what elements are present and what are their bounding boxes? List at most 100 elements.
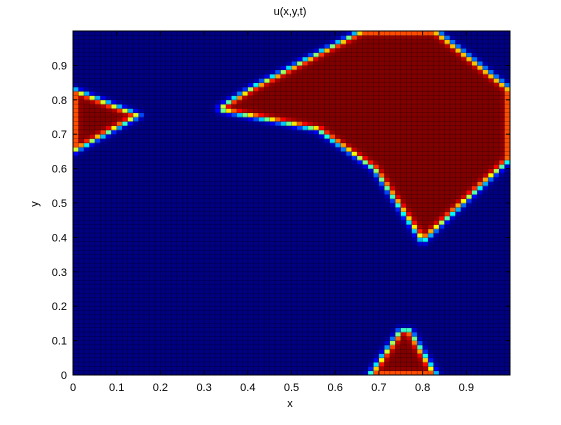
heatmap-cell <box>100 56 107 62</box>
heatmap-cell <box>198 228 205 234</box>
heatmap-cell <box>187 284 194 290</box>
heatmap-cell <box>105 82 112 88</box>
heatmap-cell <box>236 207 243 212</box>
heatmap-cell <box>144 215 150 221</box>
heatmap-cell <box>193 142 199 148</box>
heatmap-cell <box>176 134 183 139</box>
heatmap-cell <box>264 78 270 83</box>
heatmap-cell <box>318 340 325 346</box>
heatmap-cell <box>73 276 79 281</box>
heatmap-cell <box>406 258 413 264</box>
heatmap-cell <box>204 112 210 118</box>
heatmap-cell <box>307 280 314 286</box>
heatmap-cell <box>318 160 325 165</box>
heatmap-cell <box>182 194 189 200</box>
heatmap-cell <box>127 78 134 83</box>
heatmap-cell <box>133 142 139 148</box>
heatmap-cell <box>247 340 254 346</box>
heatmap-cell <box>280 181 287 187</box>
heatmap-cell <box>264 185 270 191</box>
heatmap-cell <box>242 91 249 96</box>
heatmap-cell <box>264 151 270 157</box>
heatmap-cell <box>204 108 210 114</box>
heatmap-cell <box>406 319 413 324</box>
heatmap-cell <box>231 65 238 71</box>
heatmap-cell <box>324 82 331 88</box>
heatmap-cell <box>176 56 183 62</box>
heatmap-cell <box>340 117 347 122</box>
heatmap-cell <box>171 271 178 277</box>
heatmap-cell <box>111 293 118 298</box>
heatmap-cell <box>296 246 303 251</box>
heatmap-cell <box>280 228 287 234</box>
heatmap-cell <box>351 366 358 372</box>
heatmap-cell <box>253 314 260 320</box>
heatmap-cell <box>400 108 407 114</box>
heatmap-cell <box>176 267 183 273</box>
heatmap-cell <box>242 254 249 260</box>
heatmap-cell <box>138 181 145 187</box>
heatmap-cell <box>329 78 336 83</box>
heatmap-cell <box>111 224 118 230</box>
heatmap-cell <box>78 129 85 135</box>
heatmap-cell <box>373 220 380 225</box>
heatmap-cell <box>133 241 139 247</box>
heatmap-cell <box>411 349 418 354</box>
heatmap-cell <box>373 82 380 88</box>
heatmap-cell <box>378 203 385 208</box>
heatmap-cell <box>411 228 418 234</box>
heatmap-cell <box>83 254 90 260</box>
heatmap-cell <box>165 74 172 79</box>
heatmap-cell <box>269 194 276 200</box>
heatmap-cell <box>83 65 90 71</box>
heatmap-cell <box>275 104 281 109</box>
heatmap-cell <box>389 155 396 161</box>
heatmap-cell <box>253 160 260 165</box>
heatmap-cell <box>220 263 227 268</box>
heatmap-cell <box>307 297 314 303</box>
heatmap-cell <box>89 65 96 71</box>
heatmap-cell <box>269 181 276 187</box>
heatmap-cell <box>198 155 205 161</box>
heatmap-cell <box>373 297 380 303</box>
heatmap-cell <box>324 306 331 311</box>
heatmap-cell <box>193 241 199 247</box>
heatmap-cell <box>286 177 292 182</box>
heatmap-cell <box>105 168 112 174</box>
heatmap-cell <box>362 293 369 298</box>
heatmap-cell <box>94 190 101 195</box>
heatmap-cell <box>144 56 150 62</box>
heatmap-cell <box>351 314 358 320</box>
heatmap-cell <box>324 52 331 58</box>
heatmap-cell <box>357 353 363 359</box>
heatmap-cell <box>280 276 287 281</box>
heatmap-cell <box>236 336 243 341</box>
heatmap-cell <box>253 43 260 49</box>
heatmap-cell <box>187 228 194 234</box>
heatmap-cell <box>83 267 90 273</box>
heatmap-cell <box>105 301 112 307</box>
heatmap-cell <box>362 95 369 101</box>
heatmap-cell <box>193 327 199 333</box>
heatmap-cell <box>225 289 232 294</box>
heatmap-cell <box>307 138 314 144</box>
heatmap-cell <box>138 177 145 182</box>
heatmap-cell <box>83 344 90 350</box>
heatmap-cell <box>236 250 243 255</box>
heatmap-cell <box>351 43 358 49</box>
heatmap-cell <box>73 74 79 79</box>
heatmap-cell <box>220 151 227 157</box>
heatmap-cell <box>296 310 303 316</box>
heatmap-cell <box>73 254 79 260</box>
heatmap-cell <box>264 301 270 307</box>
heatmap-cell <box>133 327 139 333</box>
heatmap-cell <box>313 357 320 363</box>
heatmap-cell <box>275 108 281 114</box>
heatmap-cell <box>154 31 161 36</box>
heatmap-cell <box>269 271 276 277</box>
heatmap-cell <box>116 258 123 264</box>
heatmap-cell <box>149 207 156 212</box>
heatmap-cell <box>296 155 303 161</box>
heatmap-cell <box>335 61 342 66</box>
heatmap-cell <box>83 241 90 247</box>
